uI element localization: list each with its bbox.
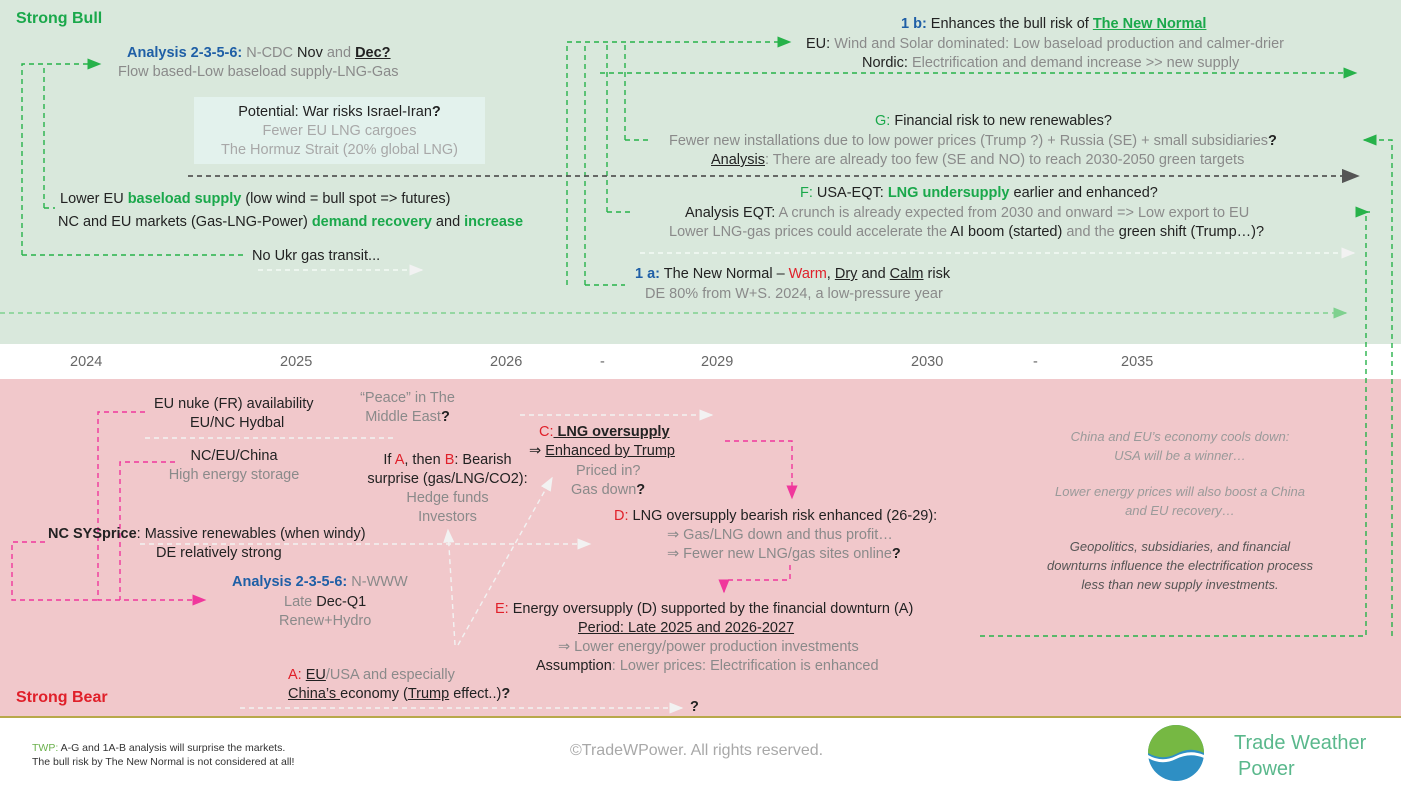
storage-line1: NC/EU/China (190, 448, 278, 464)
year-dash-2: - (1033, 354, 1038, 370)
right-p1b: USA will be a winner… (1114, 448, 1246, 463)
c-line2: ⇒ Enhanced by Trump (529, 443, 675, 459)
year-2025: 2025 (280, 354, 313, 370)
analysis-ncdc-line1: Analysis 2-3-5-6: N-CDC Nov and Dec? (127, 45, 391, 61)
nuke-line2: EU/NC Hydbal (190, 415, 285, 431)
c-line1: C: LNG oversupply (539, 424, 670, 440)
analysis-www-line3: Renew+Hydro (279, 613, 372, 629)
a1-line1: 1 a: The New Normal – Warm, Dry and Calm… (635, 266, 951, 282)
ukr-transit: No Ukr gas transit... (252, 248, 381, 264)
year-2029: 2029 (701, 354, 734, 370)
copyright: ©TradeWPower. All rights reserved. (570, 742, 824, 759)
e-line1: E: Energy oversupply (D) supported by th… (495, 601, 914, 617)
g-line1: G: Financial risk to new renewables? (875, 113, 1112, 129)
b1-nordic-line: Nordic: Electrification and demand incre… (862, 55, 1240, 71)
strong-bull-label: Strong Bull (16, 10, 103, 27)
c-line4: Gas down? (571, 482, 646, 498)
e-line3: ⇒ Lower energy/power production investme… (558, 639, 859, 655)
right-p3a: Geopolitics, subsidiaries, and financial (1069, 539, 1291, 554)
year-dash-1: - (600, 354, 605, 370)
baseload-line1: Lower EU baseload supply (low wind = bul… (60, 191, 451, 207)
e-period: Period: Late 2025 and 2026-2027 (578, 620, 795, 636)
year-2035: 2035 (1121, 354, 1154, 370)
brand-name: Trade Weather Power (1234, 730, 1366, 782)
right-p2a: Lower energy prices will also boost a Ch… (1054, 484, 1305, 499)
brand-line1: Trade Weather (1234, 732, 1367, 754)
year-2030: 2030 (911, 354, 944, 370)
a-line1: A: EU/USA and especially (288, 667, 455, 683)
year-2024: 2024 (70, 354, 103, 370)
d-line1: D: LNG oversupply bearish risk enhanced … (614, 508, 938, 524)
b1-line1: 1 b: Enhances the bull risk of The New N… (901, 16, 1207, 32)
d-line2: ⇒ Gas/LNG down and thus profit… (667, 527, 893, 543)
ifab-line3: Hedge funds (406, 490, 489, 506)
g-line3: Analysis: There are already too few (SE … (711, 152, 1245, 168)
analysis-www-line1: Analysis 2-3-5-6: N-WWW (232, 574, 408, 590)
strong-bear-label: Strong Bear (16, 689, 108, 706)
potential-line1: Potential: War risks Israel-Iran? (238, 104, 441, 120)
right-p1a: China and EU’s economy cools down: (1070, 429, 1290, 444)
peace-line1: “Peace” in The (360, 390, 455, 406)
b1-eu-line: EU: Wind and Solar dominated: Low baselo… (806, 36, 1284, 52)
baseload-line2: NC and EU markets (Gas-LNG-Power) demand… (58, 214, 524, 230)
f-line2: Analysis EQT: A crunch is already expect… (685, 205, 1250, 221)
footer-note-line2: The bull risk by The New Normal is not c… (32, 756, 295, 768)
nc-line2: DE relatively strong (156, 545, 282, 561)
nc-line1: NC SYSprice: Massive renewables (when wi… (48, 526, 366, 542)
right-p3b: downturns influence the electrification … (1047, 558, 1313, 573)
f-line3: Lower LNG-gas prices could accelerate th… (669, 224, 1265, 240)
right-p2b: and EU recovery… (1125, 503, 1235, 518)
storage-line2: High energy storage (168, 467, 300, 483)
potential-box (194, 97, 485, 164)
a-line2: China’s economy (Trump effect..)? (288, 686, 511, 702)
ifab-line2: surprise (gas/LNG/CO2): (367, 471, 528, 487)
g-line2: Fewer new installations due to low power… (669, 133, 1277, 149)
f-line1: F: USA-EQT: LNG undersupply earlier and … (800, 185, 1158, 201)
ifab-line4: Investors (418, 509, 477, 525)
e-assumption: Assumption: Lower prices: Electrificatio… (536, 658, 879, 674)
potential-line3: The Hormuz Strait (20% global LNG) (221, 142, 458, 158)
bear-question-mark: ? (690, 699, 699, 715)
trade-weather-power-logo-icon (1148, 725, 1204, 781)
year-2026: 2026 (490, 354, 523, 370)
footer-note: TWP: A-G and 1A-B analysis will surprise… (32, 741, 294, 769)
analysis-ncdc-line2: Flow based-Low baseload supply-LNG-Gas (118, 64, 399, 80)
analysis-www-line2: Late Dec-Q1 (284, 594, 367, 610)
right-p3c: less than new supply investments. (1081, 577, 1279, 592)
footer-note-line1: TWP: A-G and 1A-B analysis will surprise… (32, 742, 286, 754)
a1-line2: DE 80% from W+S. 2024, a low-pressure ye… (645, 286, 943, 302)
d-line3: ⇒ Fewer new LNG/gas sites online? (667, 546, 901, 562)
ifab-line1: If A, then B: Bearish (383, 452, 512, 468)
nuke-line1: EU nuke (FR) availability (154, 396, 314, 412)
brand-line2: Power (1238, 758, 1295, 780)
peace-line2: Middle East? (365, 409, 450, 425)
potential-line2: Fewer EU LNG cargoes (262, 123, 417, 139)
c-line3: Priced in? (576, 463, 641, 479)
